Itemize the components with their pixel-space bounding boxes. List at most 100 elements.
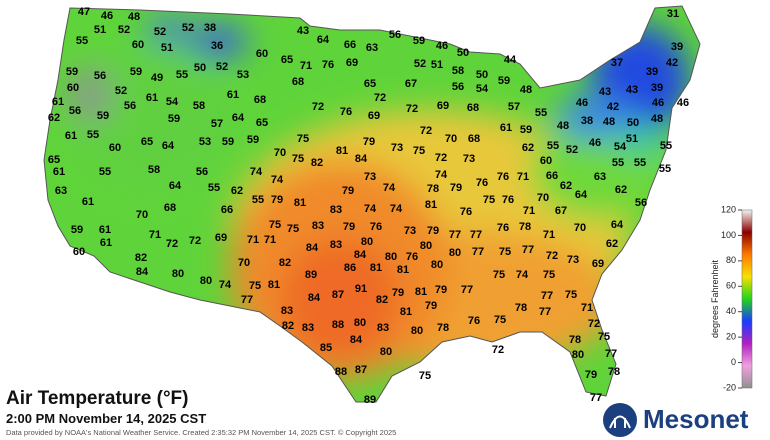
- temperature-reading: 74: [435, 169, 448, 181]
- temperature-reading: 46: [436, 40, 448, 52]
- colorbar-tick-label: 60: [726, 281, 736, 291]
- temperature-reading: 79: [425, 300, 437, 312]
- temperature-reading: 42: [607, 101, 619, 113]
- temperature-reading: 78: [569, 334, 581, 346]
- temperature-reading: 78: [519, 221, 531, 233]
- temperature-reading: 85: [320, 342, 332, 354]
- temperature-reading: 68: [254, 94, 266, 106]
- temperature-reading: 62: [615, 184, 627, 196]
- temperature-reading: 52: [154, 26, 166, 38]
- temperature-reading: 72: [420, 125, 432, 137]
- temperature-reading: 46: [101, 10, 113, 22]
- temperature-reading: 76: [340, 106, 352, 118]
- logo: Mesonet: [603, 403, 749, 437]
- temperature-reading: 77: [461, 284, 473, 296]
- colorbar-tick-label: -20: [723, 382, 736, 392]
- temperature-reading: 52: [566, 144, 578, 156]
- temperature-reading: 64: [162, 140, 175, 152]
- temperature-reading: 64: [575, 189, 588, 201]
- temperature-reading: 82: [376, 294, 388, 306]
- temperature-reading: 79: [271, 194, 283, 206]
- temperature-reading: 48: [603, 116, 615, 128]
- temperature-reading: 69: [215, 232, 227, 244]
- colorbar-tick-label: 80: [726, 255, 736, 265]
- temperature-reading: 55: [659, 163, 671, 175]
- colorbar-tick-label: 20: [726, 332, 736, 342]
- temperature-reading: 76: [460, 206, 472, 218]
- temperature-reading: 81: [268, 279, 280, 291]
- temperature-reading: 49: [151, 72, 163, 84]
- temperature-reading: 74: [250, 166, 263, 178]
- temperature-reading: 64: [232, 112, 245, 124]
- temperature-reading: 73: [463, 153, 475, 165]
- temperature-reading: 68: [164, 202, 176, 214]
- temperature-reading: 79: [427, 225, 439, 237]
- temperature-reading: 71: [149, 229, 161, 241]
- temperature-reading: 87: [355, 364, 367, 376]
- temperature-reading: 59: [413, 35, 425, 47]
- temperature-reading: 39: [646, 66, 658, 78]
- temperature-reading: 70: [274, 147, 286, 159]
- temperature-reading: 61: [53, 166, 65, 178]
- temperature-reading: 81: [370, 262, 382, 274]
- temperature-reading: 75: [419, 370, 431, 382]
- temperature-reading: 76: [406, 251, 418, 263]
- temperature-reading: 83: [330, 204, 342, 216]
- temperature-reading: 55: [535, 107, 547, 119]
- temperature-reading: 55: [612, 157, 624, 169]
- temperature-reading: 62: [231, 185, 243, 197]
- temperature-reading: 43: [599, 86, 611, 98]
- temperature-reading: 60: [73, 246, 85, 258]
- temperature-reading: 52: [216, 61, 228, 73]
- temperature-reading: 72: [374, 92, 386, 104]
- temperature-reading: 71: [247, 234, 259, 246]
- temperature-reading: 77: [449, 229, 461, 241]
- temperature-reading: 71: [523, 205, 535, 217]
- colorbar-label: degrees Fahrenheit: [710, 259, 720, 338]
- temperature-reading: 62: [560, 180, 572, 192]
- temperature-reading: 55: [176, 69, 188, 81]
- temperature-reading: 73: [404, 225, 416, 237]
- temperature-reading: 80: [380, 346, 392, 358]
- temperature-reading: 55: [634, 157, 646, 169]
- us-outline: [43, 5, 701, 403]
- temperature-reading: 75: [499, 246, 511, 258]
- temperature-reading: 57: [508, 101, 520, 113]
- temperature-reading: 78: [515, 302, 527, 314]
- temperature-reading: 36: [211, 40, 223, 52]
- temperature-reading: 72: [312, 101, 324, 113]
- temperature-reading: 59: [168, 113, 180, 125]
- temperature-reading: 80: [572, 349, 584, 361]
- temperature-reading: 75: [494, 314, 506, 326]
- temperature-reading: 31: [667, 8, 679, 20]
- temperature-reading: 43: [297, 25, 309, 37]
- temperature-reading: 73: [567, 254, 579, 266]
- temperature-reading: 84: [308, 292, 321, 304]
- temperature-reading: 52: [118, 24, 130, 36]
- temperature-reading: 65: [364, 78, 376, 90]
- temperature-reading: 76: [468, 315, 480, 327]
- temperature-reading: 74: [390, 203, 403, 215]
- temperature-reading: 68: [292, 76, 304, 88]
- temperature-reading: 81: [294, 197, 306, 209]
- temperature-reading: 80: [361, 236, 373, 248]
- temperature-reading: 83: [377, 322, 389, 334]
- temperature-reading: 46: [576, 97, 588, 109]
- temperature-reading: 56: [69, 105, 81, 117]
- temperature-reading: 72: [435, 152, 447, 164]
- temperature-reading: 59: [498, 75, 510, 87]
- temperature-reading: 53: [199, 136, 211, 148]
- temperature-reading: 89: [305, 269, 317, 281]
- temperature-reading: 80: [172, 268, 184, 280]
- colorbar-tick-label: 0: [731, 357, 736, 367]
- temperature-reading: 79: [585, 369, 597, 381]
- colorbar-ramp: [741, 209, 753, 389]
- temperature-reading: 77: [605, 348, 617, 360]
- temperature-reading: 60: [67, 82, 79, 94]
- temperature-reading: 46: [677, 97, 689, 109]
- temperature-reading: 75: [297, 133, 309, 145]
- title: Air Temperature (°F): [6, 388, 189, 409]
- temperature-reading: 74: [364, 203, 377, 215]
